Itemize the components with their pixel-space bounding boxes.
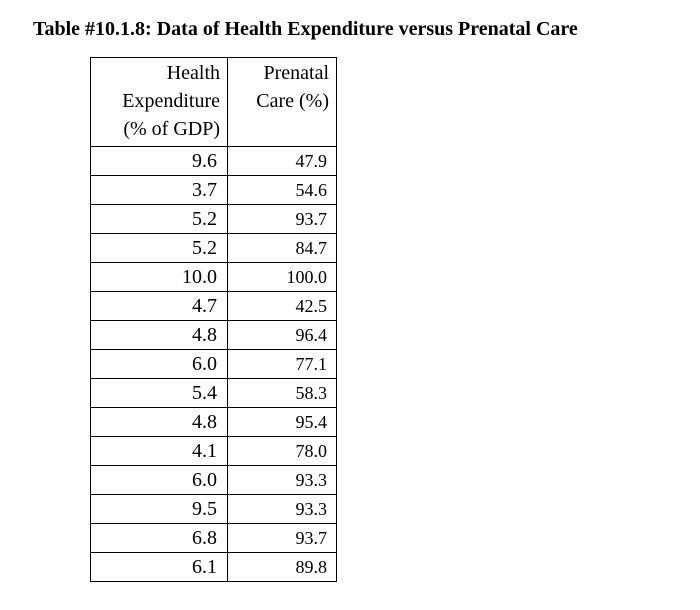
table-row: 6.1 89.8 (90, 552, 337, 582)
header-text: Prenatal (263, 62, 329, 84)
header-text: Expenditure (122, 90, 220, 112)
health-expenditure-cell: 9.5 (90, 494, 228, 524)
table-row: 4.8 95.4 (90, 407, 337, 437)
prenatal-care-cell: 96.4 (227, 320, 337, 350)
prenatal-care-cell: 93.7 (227, 523, 337, 553)
prenatal-care-cell: 47.9 (227, 146, 337, 176)
prenatal-care-cell: 84.7 (227, 233, 337, 263)
health-expenditure-cell: 4.1 (90, 436, 228, 466)
health-expenditure-cell: 5.2 (90, 233, 228, 263)
table-row: 5.2 84.7 (90, 233, 337, 263)
table-title: Table #10.1.8: Data of Health Expenditur… (33, 18, 578, 40)
table-row: 4.1 78.0 (90, 436, 337, 466)
health-expenditure-cell: 6.8 (90, 523, 228, 553)
header-text: Care (%) (256, 90, 329, 112)
health-expenditure-cell: 4.8 (90, 320, 228, 350)
prenatal-care-cell: 78.0 (227, 436, 337, 466)
prenatal-care-cell: 93.3 (227, 465, 337, 495)
prenatal-care-cell: 89.8 (227, 552, 337, 582)
table-row: 5.2 93.7 (90, 204, 337, 234)
header-row: Health Expenditure (% of GDP) Prenatal C… (90, 57, 337, 147)
header-text: Health (166, 62, 220, 84)
table-row: 6.0 93.3 (90, 465, 337, 495)
prenatal-care-cell: 77.1 (227, 349, 337, 379)
health-expenditure-cell: 6.0 (90, 349, 228, 379)
table-row: 9.5 93.3 (90, 494, 337, 524)
data-table: Health Expenditure (% of GDP) Prenatal C… (90, 57, 337, 582)
table-row: 4.8 96.4 (90, 320, 337, 350)
health-expenditure-cell: 4.8 (90, 407, 228, 437)
health-expenditure-cell: 5.4 (90, 378, 228, 408)
health-expenditure-cell: 3.7 (90, 175, 228, 205)
table-row: 3.7 54.6 (90, 175, 337, 205)
prenatal-care-cell: 93.7 (227, 204, 337, 234)
prenatal-care-cell: 100.0 (227, 262, 337, 292)
health-expenditure-cell: 6.1 (90, 552, 228, 582)
table-row: 9.6 47.9 (90, 146, 337, 176)
table-row: 6.8 93.7 (90, 523, 337, 553)
prenatal-care-cell: 93.3 (227, 494, 337, 524)
table-row: 10.0 100.0 (90, 262, 337, 292)
header-prenatal-care: Prenatal Care (%) (227, 57, 337, 147)
header-health-expenditure: Health Expenditure (% of GDP) (90, 57, 228, 147)
health-expenditure-cell: 9.6 (90, 146, 228, 176)
health-expenditure-cell: 4.7 (90, 291, 228, 321)
table-row: 4.7 42.5 (90, 291, 337, 321)
prenatal-care-cell: 42.5 (227, 291, 337, 321)
table-row: 6.0 77.1 (90, 349, 337, 379)
table-row: 5.4 58.3 (90, 378, 337, 408)
health-expenditure-cell: 10.0 (90, 262, 228, 292)
prenatal-care-cell: 58.3 (227, 378, 337, 408)
prenatal-care-cell: 54.6 (227, 175, 337, 205)
health-expenditure-cell: 6.0 (90, 465, 228, 495)
health-expenditure-cell: 5.2 (90, 204, 228, 234)
prenatal-care-cell: 95.4 (227, 407, 337, 437)
header-text: (% of GDP) (123, 118, 220, 140)
